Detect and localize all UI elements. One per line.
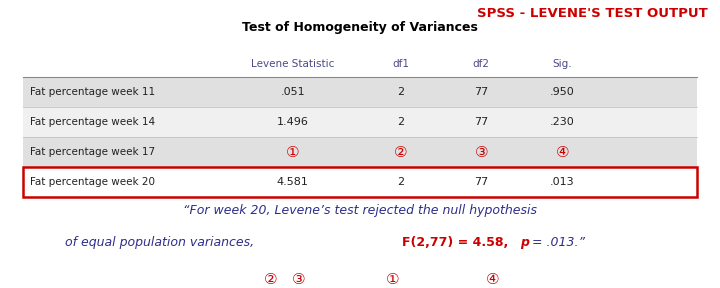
Text: Fat percentage week 20: Fat percentage week 20: [30, 177, 155, 187]
Text: ②: ②: [394, 145, 408, 160]
Text: .950: .950: [550, 87, 575, 97]
Text: 77: 77: [474, 117, 488, 127]
Text: ④: ④: [555, 145, 569, 160]
Bar: [23, 167, 697, 197]
Text: Levene Statistic: Levene Statistic: [251, 59, 334, 69]
Bar: [23, 167, 697, 197]
Bar: [23, 77, 697, 107]
Text: 77: 77: [474, 177, 488, 187]
Text: .013: .013: [550, 177, 575, 187]
Text: Fat percentage week 17: Fat percentage week 17: [30, 147, 156, 157]
Text: ①: ①: [385, 272, 399, 287]
Text: 1.496: 1.496: [276, 117, 308, 127]
Text: ③: ③: [474, 145, 488, 160]
Text: “For week 20, Levene’s test rejected the null hypothesis: “For week 20, Levene’s test rejected the…: [183, 204, 537, 217]
Text: 2: 2: [397, 87, 404, 97]
Text: 77: 77: [474, 87, 488, 97]
Text: 4.581: 4.581: [276, 177, 308, 187]
Text: Test of Homogeneity of Variances: Test of Homogeneity of Variances: [242, 21, 478, 35]
Bar: [23, 107, 697, 137]
Text: 2: 2: [397, 117, 404, 127]
Bar: [23, 137, 697, 167]
Text: df1: df1: [392, 59, 409, 69]
Text: 2: 2: [397, 177, 404, 187]
Text: ①: ①: [286, 145, 300, 160]
Text: .051: .051: [280, 87, 305, 97]
Text: SPSS - LEVENE'S TEST OUTPUT: SPSS - LEVENE'S TEST OUTPUT: [477, 7, 708, 20]
Text: .230: .230: [550, 117, 575, 127]
Text: of equal population variances,: of equal population variances,: [65, 236, 258, 249]
Text: ③: ③: [292, 272, 306, 287]
Text: Fat percentage week 14: Fat percentage week 14: [30, 117, 156, 127]
Text: = .013.”: = .013.”: [528, 236, 585, 249]
Text: Fat percentage week 11: Fat percentage week 11: [30, 87, 156, 97]
Text: df2: df2: [473, 59, 490, 69]
Text: ④: ④: [486, 272, 500, 287]
Text: ②: ②: [264, 272, 277, 287]
Text: F(2,77) = 4.58,: F(2,77) = 4.58,: [402, 236, 512, 249]
Text: Sig.: Sig.: [552, 59, 572, 69]
Text: p: p: [520, 236, 529, 249]
